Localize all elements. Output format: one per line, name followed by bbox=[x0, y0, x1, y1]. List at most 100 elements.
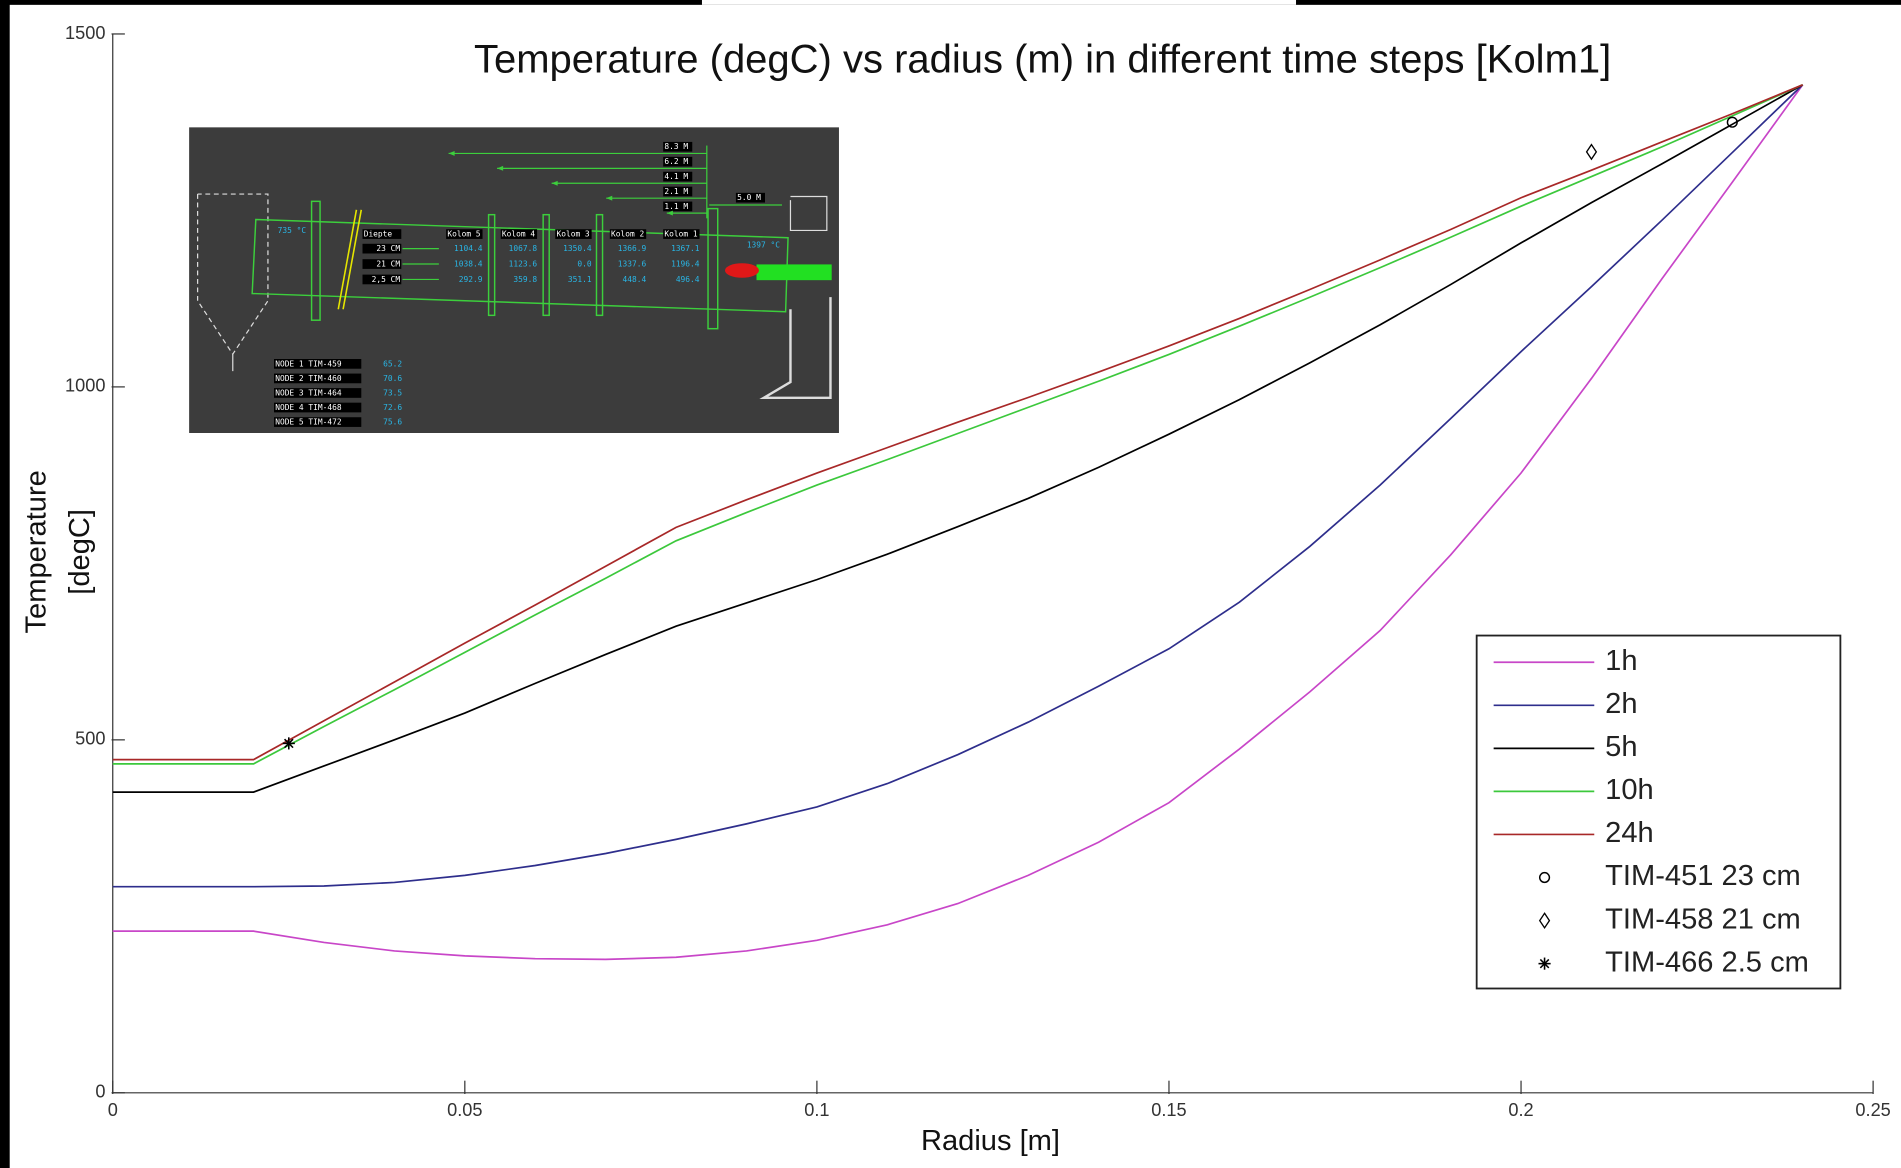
inset-table-header-bg bbox=[362, 229, 402, 239]
legend-label: TIM-451 23 cm bbox=[1605, 860, 1801, 892]
legend-symbol bbox=[1538, 871, 1551, 884]
y-tick-label: 500 bbox=[75, 729, 105, 749]
seal bbox=[337, 209, 358, 310]
inset-arrowhead bbox=[497, 165, 504, 171]
inset-table-header: Kolom 4 bbox=[502, 230, 535, 239]
inset-table-value: 359.8 bbox=[513, 275, 537, 284]
series-line bbox=[112, 83, 1804, 761]
inset-node-value: 65.2 bbox=[383, 359, 402, 368]
inset-node-label-bg bbox=[273, 359, 362, 369]
inset-arrowhead bbox=[448, 151, 455, 156]
inset-table-header: Kolom 3 bbox=[556, 230, 589, 239]
series-line bbox=[112, 84, 1804, 888]
legend-label: TIM-458 21 cm bbox=[1605, 903, 1801, 935]
hood-base bbox=[759, 297, 832, 400]
y-tick-label: 1500 bbox=[65, 23, 105, 43]
legend-label: TIM-466 2.5 cm bbox=[1605, 946, 1809, 978]
y-axis-label: Temperature bbox=[20, 470, 52, 633]
inset-distance-label-bg bbox=[663, 171, 693, 182]
legend-symbol-stroke bbox=[1539, 958, 1550, 969]
series-line bbox=[112, 84, 1804, 793]
x-tick-label: 0.25 bbox=[1855, 1100, 1890, 1120]
chart-title: Temperature (degC) vs radius (m) in diff… bbox=[474, 37, 1611, 81]
inset-distance-label: 1.1 M bbox=[664, 202, 688, 211]
inset-node-value: 73.5 bbox=[383, 388, 402, 397]
inset-depth-bg bbox=[362, 274, 402, 285]
inset-node-value: 70.6 bbox=[383, 374, 402, 383]
inset-table-value: 1196.4 bbox=[671, 260, 700, 269]
inset-table-header-bg bbox=[446, 229, 483, 239]
inset-node-value: 72.6 bbox=[383, 403, 402, 412]
inset-distance-label: 2.1 M bbox=[664, 187, 688, 196]
legend-symbol bbox=[1538, 957, 1551, 970]
inset-depth-bg bbox=[362, 259, 402, 269]
inset-depth: 21 CM bbox=[376, 260, 400, 269]
inset-table-value: 0.0 bbox=[577, 260, 591, 269]
y-tick-label: 1000 bbox=[65, 376, 105, 396]
hopper bbox=[197, 193, 269, 356]
x-tick-label: 0.1 bbox=[804, 1100, 829, 1120]
legend-label: 1h bbox=[1605, 645, 1637, 677]
inset-burner-label-bg bbox=[735, 192, 766, 203]
inset-arrowhead bbox=[666, 210, 673, 216]
burner bbox=[756, 264, 832, 281]
inset-node-label: NODE 5 TIM-472 bbox=[275, 418, 342, 427]
inset-depth: 2,5 CM bbox=[372, 275, 401, 284]
inset-node-label: NODE 4 TIM-468 bbox=[275, 403, 342, 412]
inset-node-label-bg bbox=[273, 417, 362, 427]
x-tick-label: 0.15 bbox=[1151, 1100, 1186, 1120]
inset-depth: 23 CM bbox=[376, 244, 400, 253]
inset-table-value: 292.9 bbox=[459, 275, 483, 284]
inset-distance-label-bg bbox=[663, 201, 693, 212]
inset-table-value: 1123.6 bbox=[509, 260, 538, 269]
inset-table-value: 1067.8 bbox=[509, 244, 538, 253]
data-point bbox=[282, 737, 295, 750]
inset-table-value: 448.4 bbox=[622, 275, 646, 284]
data-point bbox=[1585, 143, 1598, 161]
inset-table-value: 1367.1 bbox=[671, 244, 700, 253]
data-point-stroke bbox=[283, 738, 294, 749]
legend-label: 5h bbox=[1605, 731, 1637, 763]
inset-depth-bg bbox=[362, 243, 402, 254]
inset-node-label-bg bbox=[273, 402, 362, 413]
inset-arrowhead bbox=[606, 195, 613, 201]
inset-table-header: Diepte bbox=[364, 230, 393, 239]
inset-node-label: NODE 1 TIM-459 bbox=[275, 359, 342, 368]
inset-distance-label-bg bbox=[663, 186, 693, 197]
inset-burner-label: 5.0 M bbox=[737, 193, 761, 202]
inset-outlet-temp: 1397 °C bbox=[747, 241, 780, 250]
series-line bbox=[112, 84, 1804, 765]
inset-table-header-bg bbox=[663, 229, 700, 239]
inset-distance-label: 6.2 M bbox=[664, 157, 688, 166]
inset-distance-label: 8.3 M bbox=[664, 142, 688, 151]
inset-distance-label-bg bbox=[663, 141, 693, 152]
inset-node-value: 75.6 bbox=[383, 418, 402, 427]
legend-symbol bbox=[1538, 912, 1551, 930]
inset-table-value: 1104.4 bbox=[454, 244, 483, 253]
x-tick-label: 0.05 bbox=[447, 1100, 482, 1120]
x-tick-label: 0.2 bbox=[1508, 1100, 1533, 1120]
legend-label: 2h bbox=[1605, 688, 1637, 720]
inset-table-value: 496.4 bbox=[676, 275, 700, 284]
inset-node-label-bg bbox=[273, 373, 362, 384]
inset-table-header: Kolom 2 bbox=[611, 230, 644, 239]
frame-gap bbox=[701, 0, 1297, 5]
seal bbox=[342, 209, 363, 310]
y-tick-label: 0 bbox=[95, 1082, 105, 1102]
inset-node-label: NODE 2 TIM-460 bbox=[275, 374, 342, 383]
legend-box bbox=[1475, 634, 1842, 990]
data-point bbox=[1726, 116, 1738, 128]
frame-left bbox=[0, 0, 10, 1168]
inset-distance-label-bg bbox=[663, 156, 693, 167]
inset-inlet-temp: 735 °C bbox=[278, 226, 307, 235]
kiln-rings bbox=[310, 200, 719, 330]
inset-table-value: 1366.9 bbox=[618, 244, 647, 253]
inset-table-header-bg bbox=[555, 229, 592, 239]
inset-table-header-bg bbox=[500, 229, 538, 239]
flame bbox=[724, 263, 759, 278]
inset-node-label: NODE 3 TIM-464 bbox=[275, 388, 342, 397]
y-axis-label: [degC] bbox=[64, 509, 96, 595]
hood bbox=[789, 195, 828, 232]
